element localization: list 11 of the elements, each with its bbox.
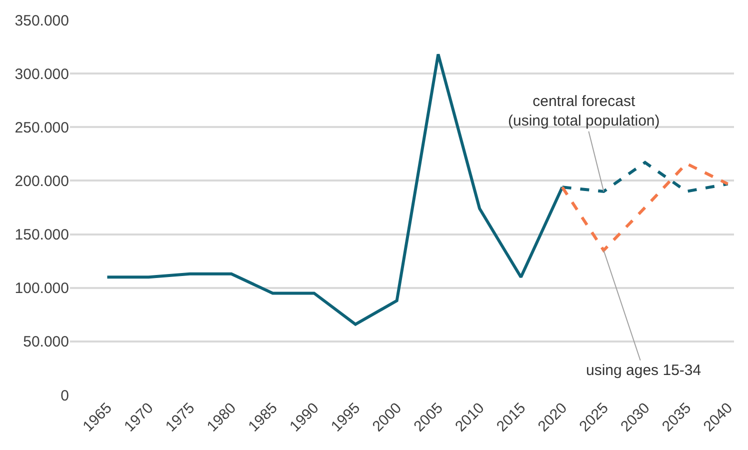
y-tick-label: 250.000 bbox=[14, 119, 69, 136]
y-tick-label: 350.000 bbox=[14, 12, 69, 30]
y-tick-label: 300.000 bbox=[14, 66, 69, 83]
annotation: using ages 15-34 bbox=[586, 362, 702, 379]
line-series bbox=[560, 162, 730, 252]
y-tick-label: 150.000 bbox=[14, 226, 69, 244]
y-tick-label: 100.000 bbox=[14, 280, 69, 298]
y-tick-label: 200.000 bbox=[14, 172, 69, 190]
y-tick-label: 50.000 bbox=[23, 334, 69, 351]
y-tick-label: 0 bbox=[60, 387, 69, 404]
annotation: central forecast (using total population) bbox=[508, 93, 660, 130]
